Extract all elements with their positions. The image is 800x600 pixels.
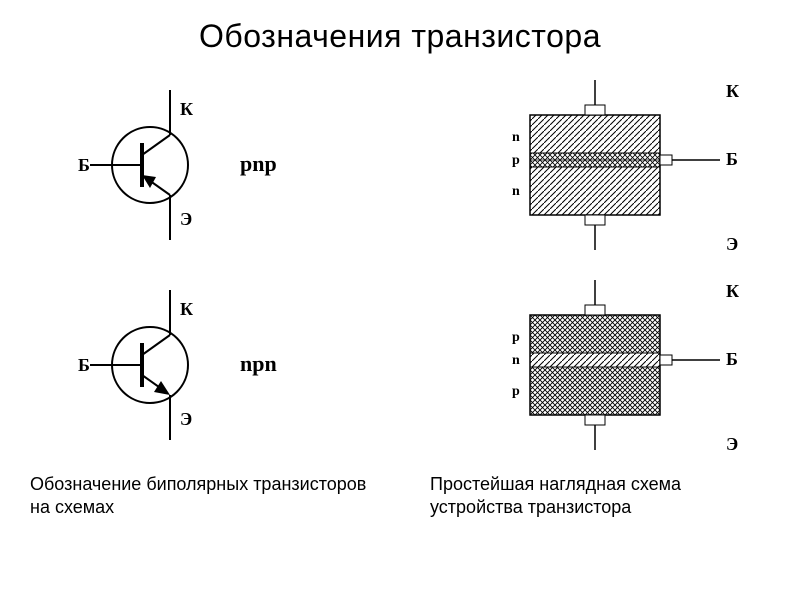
captions: Обозначение биполярных транзисторов на с… [0, 473, 800, 520]
pnp-type-label: pnp [240, 151, 277, 176]
pnp-collector-label: К [180, 99, 193, 119]
npn-layer-0: n [512, 130, 520, 145]
npn-structure: n p n К Б Э [430, 65, 770, 265]
pnp-structure-cell: p n p К Б Э [430, 265, 770, 465]
diagram-grid: К Б Э pnp К [0, 55, 800, 465]
pnp-struct-side: Б [726, 349, 738, 369]
pnp-struct-bottom: Э [726, 434, 738, 454]
npn-collector-label: К [180, 299, 193, 319]
npn-layer-2: n [512, 184, 520, 199]
npn-struct-side: Б [726, 149, 738, 169]
pnp-symbol: К Б Э pnp [30, 65, 370, 265]
left-column: К Б Э pnp К [30, 65, 370, 465]
pnp-struct-top: К [726, 281, 739, 301]
npn-struct-top: К [726, 81, 739, 101]
npn-layer-1: p [512, 153, 520, 168]
npn-base-label: Б [78, 355, 90, 375]
npn-structure-cell: n p n К Б Э [430, 65, 770, 265]
pnp-structure: p n p К Б Э [430, 265, 770, 465]
npn-emitter-label: Э [180, 409, 192, 429]
npn-symbol: К Б Э npn [30, 265, 370, 465]
pnp-emitter-label: Э [180, 209, 192, 229]
caption-right: Простейшая наглядная схема устройства тр… [430, 473, 770, 520]
page-title: Обозначения транзистора [0, 0, 800, 55]
pnp-base-label: Б [78, 155, 90, 175]
pnp-layer-1: n [512, 353, 520, 368]
npn-type-label: npn [240, 351, 277, 376]
pnp-layer-2: p [512, 384, 520, 399]
right-column: n p n К Б Э [430, 65, 770, 465]
pnp-layer-0: p [512, 330, 520, 345]
npn-symbol-cell: К Б Э npn [30, 265, 370, 465]
npn-struct-bottom: Э [726, 234, 738, 254]
pnp-symbol-cell: К Б Э pnp [30, 65, 370, 265]
caption-left: Обозначение биполярных транзисторов на с… [30, 473, 370, 520]
